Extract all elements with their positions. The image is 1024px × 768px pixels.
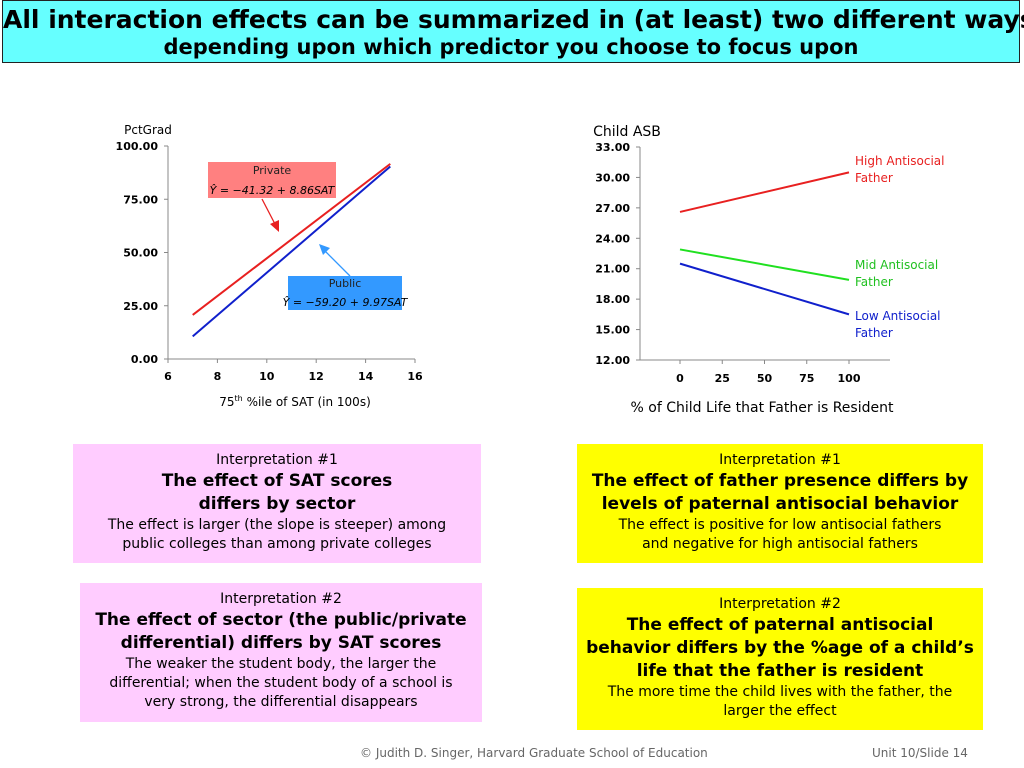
private-equation: Ŷ = −41.32 + 8.86SAT <box>210 184 336 197</box>
public-pointer-arrow <box>323 249 351 277</box>
interpretation-label: Interpretation #2 <box>220 591 342 607</box>
child-asb-chart: Child ASB 12.00 15.00 18.00 21.00 24.00 27.00… <box>593 124 948 416</box>
public-arrowhead <box>319 244 330 255</box>
interpretation-heading: The effect of SAT scores <box>161 471 393 491</box>
interpretation-heading: The effect of father presence differs by <box>591 471 969 491</box>
interpretation-body: differential; when the student body of a… <box>109 675 453 691</box>
chart1-y-tick-label: 25.00 <box>123 300 158 313</box>
interpretation-heading: differs by sector <box>198 494 356 514</box>
chart1-y-tick-label: 100.00 <box>116 140 159 153</box>
interpretation-label: Interpretation #1 <box>216 452 338 468</box>
chart2-x-axis-title: % of Child Life that Father is Resident <box>631 400 894 416</box>
chart2-x-tick-label: 75 <box>799 372 814 385</box>
chart2-x-tick-label: 0 <box>676 372 684 385</box>
right-interpretation-2-box: Interpretation #2 The effect of paternal… <box>577 588 983 730</box>
interpretation-heading: The effect of sector (the public/private <box>95 610 467 630</box>
chart2-x-tick-label: 50 <box>757 372 773 385</box>
chart1-x-tick-label: 16 <box>407 370 423 383</box>
interpretation-body: public colleges than among private colle… <box>122 536 432 552</box>
chart2-y-tick-label: 18.00 <box>595 293 630 306</box>
public-label-box <box>288 276 402 310</box>
high-antisocial-label: High Antisocial Father <box>855 154 948 185</box>
chart1-x-tick-label: 14 <box>358 370 374 383</box>
interpretation-body: larger the effect <box>723 703 837 719</box>
public-equation: Ŷ = −59.20 + 9.97SAT <box>283 296 409 309</box>
high-antisocial-line <box>679 171 850 213</box>
low-antisocial-line <box>679 262 850 316</box>
interpretation-body: The weaker the student body, the larger … <box>125 656 437 672</box>
interpretation-heading: levels of paternal antisocial behavior <box>601 494 959 514</box>
chart2-y-tick-label: 30.00 <box>595 171 630 184</box>
chart2-x-tick-label: 100 <box>838 372 861 385</box>
interpretation-body: The effect is positive for low antisocia… <box>618 517 942 533</box>
chart1-x-tick-label: 12 <box>309 370 324 383</box>
interpretation-label: Interpretation #1 <box>719 452 841 468</box>
chart1-x-tick-label: 6 <box>164 370 172 383</box>
interpretation-body: The effect is larger (the slope is steep… <box>107 517 447 533</box>
interpretation-label: Interpretation #2 <box>719 596 841 612</box>
right-interpretation-1-box: Interpretation #1 The effect of father p… <box>577 444 983 563</box>
interpretation-body: and negative for high antisocial fathers <box>642 536 918 552</box>
chart1-y-tick-label: 75.00 <box>123 193 158 206</box>
interpretation-heading: life that the father is resident <box>636 661 924 681</box>
interpretation-body: The more time the child lives with the f… <box>607 684 953 700</box>
chart1-x-axis-title: 75th %ile of SAT (in 100s) <box>219 394 371 409</box>
interpretation-heading: differential) differs by SAT scores <box>120 633 442 653</box>
chart1-y-tick-label: 50.00 <box>123 247 158 260</box>
private-arrowhead <box>270 220 279 232</box>
footer-credit: © Judith D. Singer, Harvard Graduate Sch… <box>360 746 708 760</box>
pctgrad-sat-chart: PctGrad 0.00 25.00 50.00 75.00 100.00 6 8 10 12… <box>116 123 423 409</box>
chart1-x-tick-label: 8 <box>214 370 222 383</box>
chart2-y-tick-label: 12.00 <box>595 354 630 367</box>
slide-title: All interaction effects can be summarize… <box>3 5 1024 34</box>
chart1-y-axis-title: PctGrad <box>124 123 172 137</box>
private-pointer-arrow <box>261 198 277 227</box>
chart2-y-tick-label: 33.00 <box>595 141 630 154</box>
chart2-y-tick-label: 15.00 <box>595 324 630 337</box>
private-line <box>192 163 391 316</box>
interpretation-heading: behavior differs by the %age of a child’… <box>586 638 974 658</box>
left-interpretation-2-box: Interpretation #2 The effect of sector (… <box>80 583 482 722</box>
mid-antisocial-line <box>679 248 850 281</box>
slide-title-banner: All interaction effects can be summarize… <box>2 0 1024 63</box>
private-label-name: Private <box>253 164 292 177</box>
public-line <box>192 165 391 338</box>
chart2-y-tick-label: 21.00 <box>595 263 630 276</box>
private-label-box <box>208 162 336 198</box>
chart2-y-tick-label: 27.00 <box>595 202 630 215</box>
chart2-x-tick-label: 25 <box>715 372 730 385</box>
interpretation-heading: The effect of paternal antisocial <box>626 615 934 635</box>
chart1-x-tick-label: 10 <box>259 370 275 383</box>
chart2-y-tick-label: 24.00 <box>595 232 630 245</box>
chart2-y-axis-title: Child ASB <box>593 124 661 140</box>
low-antisocial-label: Low Antisocial Father <box>855 309 944 340</box>
left-interpretation-1-box: Interpretation #1 The effect of SAT scor… <box>73 444 481 563</box>
mid-antisocial-label: Mid Antisocial Father <box>855 258 942 289</box>
slide-subtitle: depending upon which predictor you choos… <box>163 35 859 59</box>
chart1-y-tick-label: 0.00 <box>131 353 158 366</box>
public-label-name: Public <box>329 277 362 290</box>
interpretation-body: very strong, the differential disappears <box>144 694 418 710</box>
footer-slide-number: Unit 10/Slide 14 <box>872 746 968 760</box>
